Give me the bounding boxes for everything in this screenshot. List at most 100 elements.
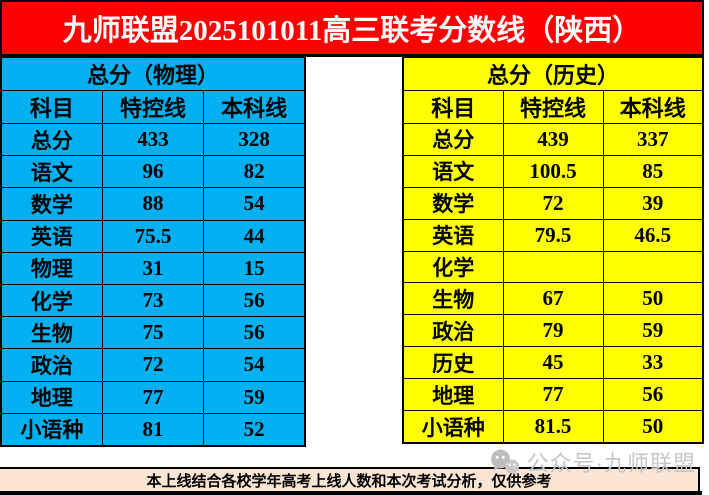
history-table-title: 总分（历史） — [402, 56, 704, 91]
tekong-line-cell: 73 — [101, 283, 205, 318]
subject-cell: 总分 — [402, 123, 504, 156]
subject-cell: 化学 — [402, 250, 504, 284]
tekong-line-cell: 45 — [502, 346, 604, 380]
tekong-line-cell: 433 — [101, 122, 205, 157]
benke-line-cell: 46.5 — [602, 218, 704, 252]
subject-cell: 政治 — [402, 314, 504, 348]
tekong-line-cell: 79.5 — [502, 218, 604, 252]
tekong-line-cell: 77 — [502, 378, 604, 412]
tekong-line-cell — [502, 250, 604, 284]
subject-cell: 小语种 — [402, 410, 504, 444]
table-row: 语文 100.5 85 — [402, 154, 704, 188]
subject-cell: 历史 — [402, 346, 504, 380]
table-row: 化学 73 56 — [0, 283, 306, 318]
benke-line-cell: 54 — [203, 187, 306, 221]
table-row: 小语种 81 52 — [0, 412, 306, 447]
tekong-line-cell: 31 — [101, 251, 205, 285]
subject-cell: 小语种 — [0, 412, 103, 447]
subject-cell: 数学 — [402, 186, 504, 220]
history-column-header-row: 科目 特控线 本科线 — [402, 90, 704, 124]
table-row: 总分 433 328 — [0, 122, 306, 157]
benke-line-cell: 56 — [602, 378, 704, 412]
table-row: 数学 88 54 — [0, 187, 306, 221]
tekong-line-cell: 100.5 — [502, 154, 604, 188]
subject-cell: 化学 — [0, 283, 103, 318]
watermark-text: 公众号·九师联盟 — [526, 451, 696, 476]
physics-table-header-row: 总分（物理） — [0, 56, 306, 91]
column-header-subject: 科目 — [0, 90, 103, 124]
tekong-line-cell: 96 — [101, 155, 205, 189]
table-row: 历史 45 33 — [402, 346, 704, 380]
tekong-line-cell: 72 — [101, 348, 205, 382]
tekong-line-cell: 67 — [502, 282, 604, 316]
benke-line-cell: 52 — [203, 412, 306, 447]
subject-cell: 物理 — [0, 251, 103, 285]
column-header-benke-line: 本科线 — [203, 90, 306, 124]
tekong-line-cell: 81 — [101, 412, 205, 447]
subject-cell: 生物 — [0, 316, 103, 350]
table-row: 物理 31 15 — [0, 251, 306, 285]
history-table-header-row: 总分（历史） — [402, 56, 704, 91]
tekong-line-cell: 88 — [101, 187, 205, 221]
subject-cell: 政治 — [0, 348, 103, 382]
tekong-line-cell: 72 — [502, 186, 604, 220]
benke-line-cell: 44 — [203, 219, 306, 253]
watermark: 公众号·九师联盟 — [489, 446, 696, 478]
benke-line-cell: 82 — [203, 155, 306, 189]
benke-line-cell: 50 — [602, 410, 704, 444]
physics-score-table: 总分（物理） 科目 特控线 本科线 总分 433 328 语文 96 82 数学 88 54 英语… — [0, 56, 306, 447]
subject-cell: 生物 — [402, 282, 504, 316]
table-row: 数学 72 39 — [402, 186, 704, 220]
physics-table-title: 总分（物理） — [0, 56, 306, 91]
footer-note-bar: 本上线结合各校学年高考上线人数和本次考试分析，仅供参考 — [0, 467, 700, 491]
subject-cell: 语文 — [402, 154, 504, 188]
benke-line-cell: 39 — [602, 186, 704, 220]
table-row: 小语种 81.5 50 — [402, 410, 704, 444]
benke-line-cell: 50 — [602, 282, 704, 316]
table-row: 政治 72 54 — [0, 348, 306, 382]
benke-line-cell: 54 — [203, 348, 306, 382]
bottom-border — [0, 491, 702, 495]
table-row: 地理 77 59 — [0, 380, 306, 414]
column-header-benke-line: 本科线 — [602, 90, 704, 124]
tekong-line-cell: 79 — [502, 314, 604, 348]
subject-cell: 地理 — [402, 378, 504, 412]
tekong-line-cell: 75.5 — [101, 219, 205, 253]
subject-cell: 英语 — [0, 219, 103, 253]
table-row: 生物 67 50 — [402, 282, 704, 316]
column-header-subject: 科目 — [402, 90, 504, 124]
subject-cell: 总分 — [0, 122, 103, 157]
subject-cell: 英语 — [402, 218, 504, 252]
benke-line-cell: 59 — [602, 314, 704, 348]
benke-line-cell: 328 — [203, 122, 306, 157]
benke-line-cell: 85 — [602, 154, 704, 188]
table-row: 总分 439 337 — [402, 123, 704, 156]
page-title: 九师联盟2025101011高三联考分数线（陕西） — [62, 15, 642, 47]
table-row: 语文 96 82 — [0, 155, 306, 189]
benke-line-cell: 33 — [602, 346, 704, 380]
footer-note: 本上线结合各校学年高考上线人数和本次考试分析，仅供参考 — [146, 473, 552, 490]
table-row: 地理 77 56 — [402, 378, 704, 412]
table-row: 政治 79 59 — [402, 314, 704, 348]
wechat-icon — [490, 449, 519, 475]
tekong-line-cell: 77 — [101, 380, 205, 414]
tekong-line-cell: 439 — [502, 123, 604, 156]
table-row: 化学 — [402, 250, 704, 284]
subject-cell: 语文 — [0, 155, 103, 189]
benke-line-cell: 59 — [203, 380, 306, 414]
table-row: 生物 75 56 — [0, 316, 306, 350]
tekong-line-cell: 75 — [101, 316, 205, 350]
history-score-table: 总分（历史） 科目 特控线 本科线 总分 439 337 语文 100.5 85 数学 72 3… — [402, 56, 704, 444]
column-header-tekong-line: 特控线 — [502, 90, 604, 124]
benke-line-cell — [602, 250, 704, 284]
benke-line-cell: 56 — [203, 316, 306, 350]
table-row: 英语 79.5 46.5 — [402, 218, 704, 252]
title-bar: 九师联盟2025101011高三联考分数线（陕西） — [0, 0, 704, 57]
tekong-line-cell: 81.5 — [502, 410, 604, 444]
physics-column-header-row: 科目 特控线 本科线 — [0, 90, 306, 124]
benke-line-cell: 56 — [203, 283, 306, 318]
benke-line-cell: 337 — [602, 123, 704, 156]
table-row: 英语 75.5 44 — [0, 219, 306, 253]
subject-cell: 数学 — [0, 187, 103, 221]
